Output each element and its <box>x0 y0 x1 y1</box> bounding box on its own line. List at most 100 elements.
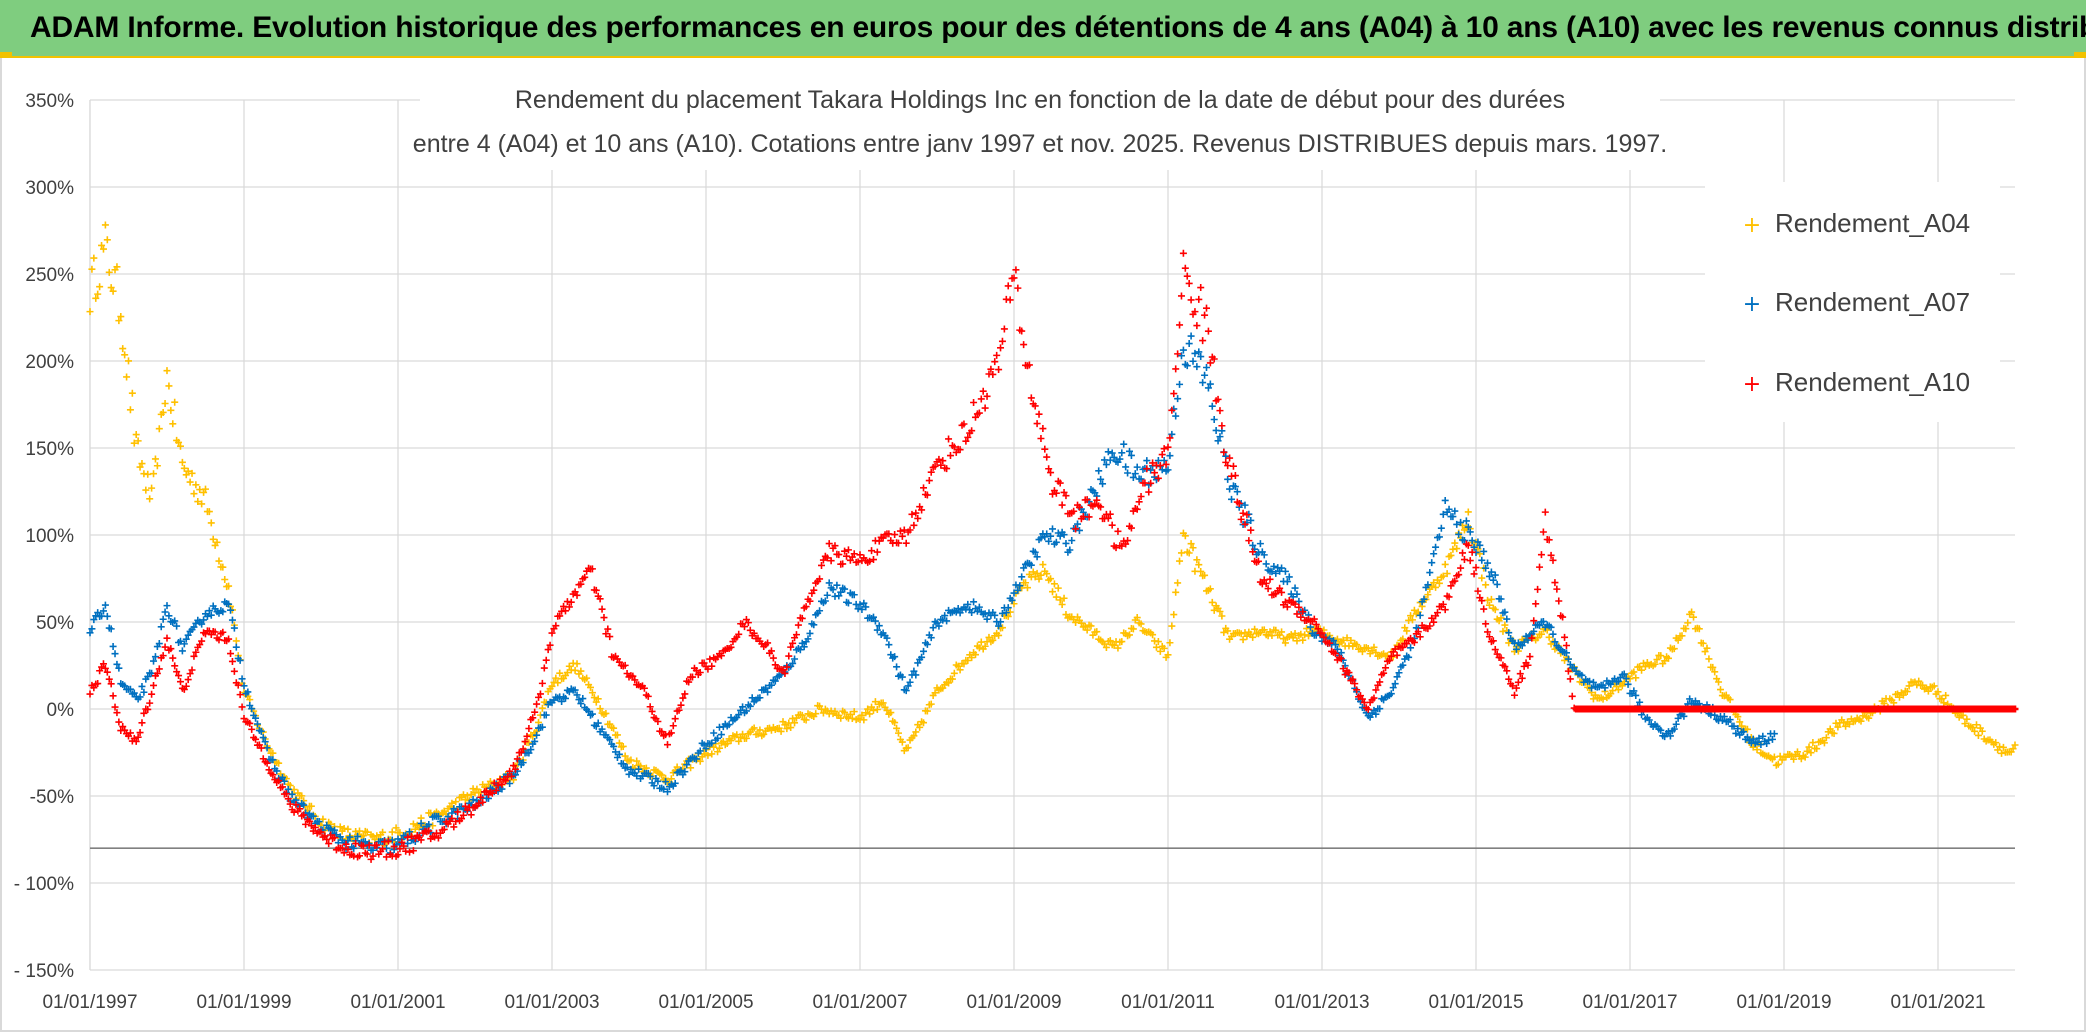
data-point <box>875 622 883 630</box>
data-point <box>175 672 183 680</box>
data-point <box>1185 340 1193 348</box>
data-point <box>950 669 958 677</box>
data-point <box>627 756 635 764</box>
data-point <box>1147 479 1155 487</box>
data-point <box>1189 544 1197 552</box>
data-point <box>1337 649 1345 657</box>
data-point <box>1039 561 1047 569</box>
data-point <box>1291 600 1299 608</box>
data-point <box>1004 612 1012 620</box>
data-point <box>1961 720 1969 728</box>
data-point <box>346 833 354 841</box>
data-point <box>588 689 596 697</box>
data-point <box>273 767 281 775</box>
data-point <box>1566 675 1574 683</box>
data-point <box>1095 467 1103 475</box>
data-point <box>1341 671 1349 679</box>
data-point <box>1482 581 1490 589</box>
data-point <box>785 652 793 660</box>
data-point <box>1091 500 1099 508</box>
data-point <box>1518 674 1526 682</box>
data-point <box>1553 585 1561 593</box>
data-point <box>794 621 802 629</box>
data-point <box>561 607 569 615</box>
data-point <box>1426 622 1434 630</box>
data-point <box>96 283 104 291</box>
data-point <box>542 711 550 719</box>
data-point <box>126 406 134 414</box>
data-point <box>1820 739 1828 747</box>
data-point <box>1470 570 1478 578</box>
data-point <box>184 631 192 639</box>
data-point <box>1536 563 1544 571</box>
data-point <box>1512 684 1520 692</box>
data-point <box>975 409 983 417</box>
data-point <box>171 398 179 406</box>
data-point <box>558 697 566 705</box>
data-point <box>1684 619 1692 627</box>
data-point <box>873 705 881 713</box>
data-point <box>94 290 102 298</box>
data-point <box>895 729 902 737</box>
data-point <box>1501 663 1509 671</box>
data-point <box>1333 645 1341 653</box>
data-point <box>1974 731 1982 739</box>
data-point <box>1201 371 1209 379</box>
data-point <box>1110 453 1118 461</box>
data-point <box>1474 545 1482 553</box>
data-point <box>1110 641 1118 649</box>
data-point <box>893 724 901 732</box>
data-point <box>1050 580 1058 588</box>
data-point <box>342 840 350 848</box>
data-point <box>565 662 573 670</box>
data-point <box>219 628 227 636</box>
data-point <box>521 738 529 746</box>
data-point <box>1266 628 1274 636</box>
data-point <box>373 832 381 840</box>
data-point <box>1137 475 1145 483</box>
data-point <box>1239 509 1247 517</box>
data-point <box>991 358 999 366</box>
data-point <box>1391 680 1399 688</box>
data-point <box>920 647 928 655</box>
data-point <box>1127 524 1135 532</box>
data-point <box>1131 470 1139 478</box>
data-point <box>767 647 775 655</box>
data-point <box>970 399 978 407</box>
data-point <box>533 700 541 708</box>
data-point <box>1464 541 1472 549</box>
data-point <box>1045 537 1053 545</box>
data-point <box>1969 724 1977 732</box>
data-point <box>1102 643 1110 651</box>
data-point <box>494 781 502 789</box>
data-point <box>94 609 102 617</box>
data-point <box>1432 583 1440 591</box>
data-point <box>771 661 779 669</box>
data-point <box>1464 508 1472 516</box>
data-point <box>1043 530 1051 538</box>
data-point <box>525 724 533 732</box>
data-point <box>598 725 606 733</box>
data-point <box>1280 635 1287 643</box>
data-point <box>1624 680 1632 688</box>
data-point <box>1083 626 1091 634</box>
data-point <box>1023 584 1031 592</box>
data-point <box>523 732 531 740</box>
data-point <box>1536 621 1544 629</box>
data-point <box>918 653 926 661</box>
data-point <box>1068 536 1076 544</box>
data-point <box>1235 499 1243 507</box>
data-point <box>1537 551 1545 559</box>
data-point <box>640 684 648 692</box>
data-point <box>735 630 743 638</box>
data-point <box>1424 591 1432 599</box>
data-point <box>90 254 98 262</box>
data-point <box>269 749 277 757</box>
data-point <box>1054 584 1062 592</box>
data-point <box>968 427 976 435</box>
x-axis-tick-labels: 01/01/1997 01/01/1999 01/01/2001 01/01/2003… <box>42 992 1985 1013</box>
data-point <box>115 317 123 325</box>
data-point <box>1670 725 1678 733</box>
data-point <box>159 615 167 623</box>
